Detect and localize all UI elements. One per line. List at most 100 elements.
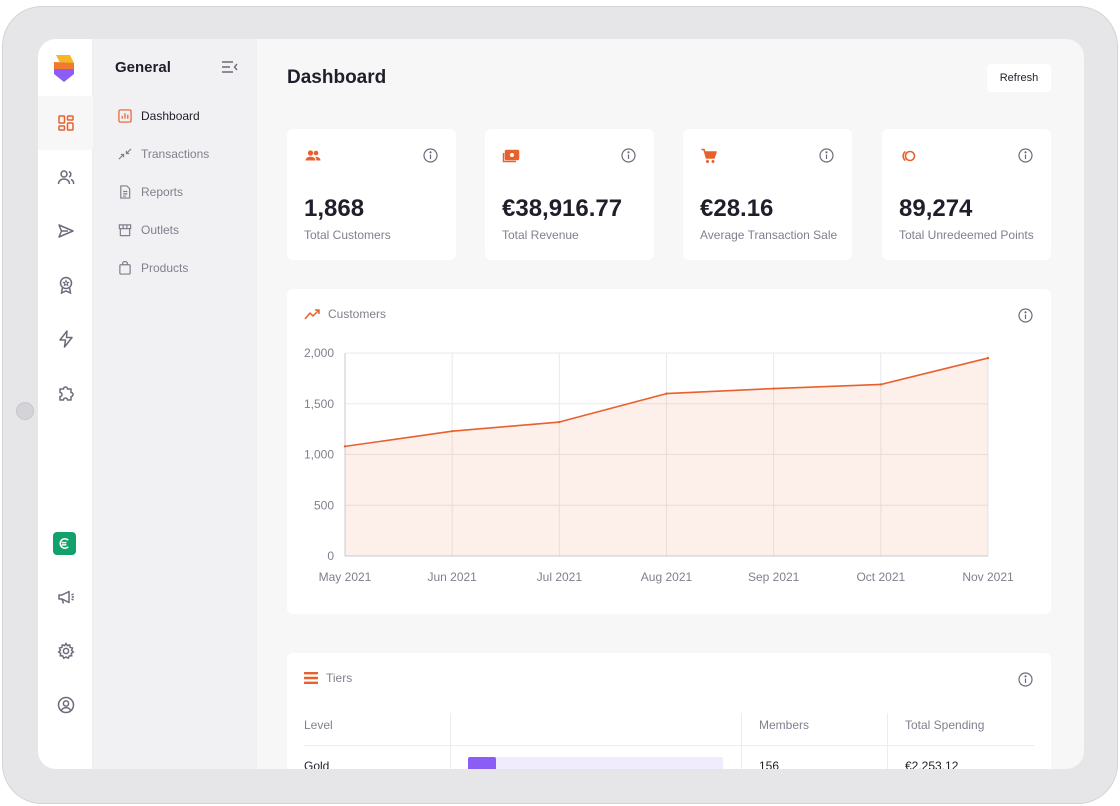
y-tick-label: 1,000 — [304, 448, 334, 462]
app-screen: General Dashboard Transactions Reports — [38, 39, 1084, 769]
arrows-in-icon — [117, 147, 132, 162]
x-tick-label: Jul 2021 — [537, 570, 583, 584]
customers-line-chart: 0 500 1,000 1,500 2,000 May 2021 Jun 2021 Jul 2… — [304, 346, 1014, 584]
tiers-panel: Tiers Level Members Total Spending Gold … — [287, 653, 1051, 769]
store-icon — [117, 223, 132, 238]
stat-label: Average Transaction Sale — [700, 228, 838, 242]
y-tick-label: 1,500 — [304, 397, 334, 411]
stat-value: €28.16 — [700, 195, 774, 222]
bolt-icon — [58, 330, 73, 348]
users-icon — [57, 170, 74, 185]
tier-bar-track — [468, 757, 723, 769]
header-divider — [304, 745, 1034, 746]
sidebar-item-products[interactable]: Products — [117, 257, 188, 279]
data-point — [450, 429, 454, 433]
data-point — [772, 387, 775, 390]
sidebar-item-label: Reports — [141, 185, 184, 199]
home-button — [16, 402, 34, 420]
icon-rail — [38, 39, 93, 769]
dashboard-icon — [57, 115, 74, 131]
info-icon[interactable] — [819, 148, 834, 163]
sidebar-item-label: Transactions — [141, 147, 210, 161]
document-icon — [117, 185, 132, 200]
award-icon — [59, 276, 72, 295]
stat-label: Total Unredeemed Points — [899, 228, 1034, 242]
data-point — [879, 383, 883, 386]
bag-icon — [117, 261, 132, 276]
panel-title: Customers — [328, 307, 387, 321]
rail-dashboard-button[interactable] — [38, 96, 93, 150]
sub-navigation: General Dashboard Transactions Reports — [93, 39, 257, 769]
rail-users-button[interactable] — [38, 150, 93, 204]
rail-integrations-button[interactable] — [38, 366, 93, 420]
rail-automation-button[interactable] — [38, 312, 93, 366]
account-icon — [57, 696, 74, 714]
stat-card-customers: 1,868 Total Customers — [287, 129, 456, 260]
points-icon — [902, 150, 916, 162]
list-icon — [304, 672, 318, 684]
tier-bar-fill — [468, 757, 497, 769]
app-logo-icon — [54, 55, 74, 82]
page-title: Dashboard — [287, 67, 387, 88]
panel-header: Tiers — [304, 671, 352, 685]
sidebar-item-transactions[interactable]: Transactions — [117, 143, 209, 165]
info-icon[interactable] — [1018, 148, 1033, 163]
sidebar-item-label: Outlets — [141, 223, 180, 237]
column-header-total-spending: Total Spending — [905, 718, 985, 732]
bar-chart-icon — [117, 109, 132, 124]
sidebar-item-outlets[interactable]: Outlets — [117, 219, 179, 241]
rail-settings-button[interactable] — [38, 624, 93, 678]
megaphone-icon — [57, 590, 74, 604]
stat-label: Total Revenue — [502, 228, 579, 242]
customers-chart-panel: Customers 0 500 1,000 1,500 2,000 May 2021 Jun… — [287, 289, 1051, 614]
rail-rewards-button[interactable] — [38, 258, 93, 312]
cart-icon — [701, 148, 717, 163]
column-divider — [887, 713, 888, 769]
data-point — [665, 392, 668, 395]
tier-members: 156 — [759, 759, 780, 769]
y-tick-label: 2,000 — [304, 346, 334, 360]
stat-label: Total Customers — [304, 228, 391, 242]
data-point — [343, 445, 347, 448]
info-icon[interactable] — [423, 148, 438, 163]
send-icon — [57, 224, 74, 238]
stat-value: €38,916.77 — [502, 195, 623, 222]
rail-announcements-button[interactable] — [38, 570, 93, 624]
puzzle-icon — [58, 386, 74, 401]
data-point — [986, 356, 990, 360]
x-tick-label: Sep 2021 — [748, 570, 800, 584]
column-divider — [450, 713, 451, 769]
x-tick-label: Jun 2021 — [427, 570, 477, 584]
y-tick-label: 0 — [327, 549, 334, 563]
brand-e-icon[interactable] — [53, 532, 76, 555]
tier-spending: €2,253.12 — [905, 759, 959, 769]
x-tick-label: May 2021 — [319, 570, 372, 584]
gear-icon — [57, 642, 74, 660]
column-header-members: Members — [759, 718, 810, 732]
data-point — [558, 420, 561, 424]
y-tick-label: 500 — [314, 498, 334, 512]
tier-level: Gold — [304, 759, 330, 769]
sidebar-item-label: Dashboard — [141, 109, 200, 123]
x-tick-label: Nov 2021 — [962, 570, 1014, 584]
collapse-menu-icon[interactable] — [221, 59, 239, 75]
stat-card-revenue: €38,916.77 Total Revenue — [485, 129, 654, 260]
x-tick-label: Aug 2021 — [641, 570, 693, 584]
main-content: Dashboard Refresh 1,868 Total Customers … — [257, 39, 1084, 769]
rail-account-button[interactable] — [38, 678, 93, 732]
column-divider — [741, 713, 742, 769]
stat-card-average-sale: €28.16 Average Transaction Sale — [683, 129, 852, 260]
stat-value: 89,274 — [899, 195, 973, 222]
sidebar-item-reports[interactable]: Reports — [117, 181, 183, 203]
stat-card-points: 89,274 Total Unredeemed Points — [882, 129, 1051, 260]
info-icon[interactable] — [1018, 672, 1033, 687]
x-tick-label: Oct 2021 — [856, 570, 905, 584]
info-icon[interactable] — [621, 148, 636, 163]
info-icon[interactable] — [1018, 308, 1033, 323]
panel-title: Tiers — [326, 671, 353, 685]
sidebar-item-dashboard[interactable]: Dashboard — [117, 105, 200, 127]
rail-campaigns-button[interactable] — [38, 204, 93, 258]
refresh-button[interactable]: Refresh — [987, 64, 1051, 92]
subnav-title: General — [115, 59, 171, 76]
series-area — [345, 358, 988, 556]
